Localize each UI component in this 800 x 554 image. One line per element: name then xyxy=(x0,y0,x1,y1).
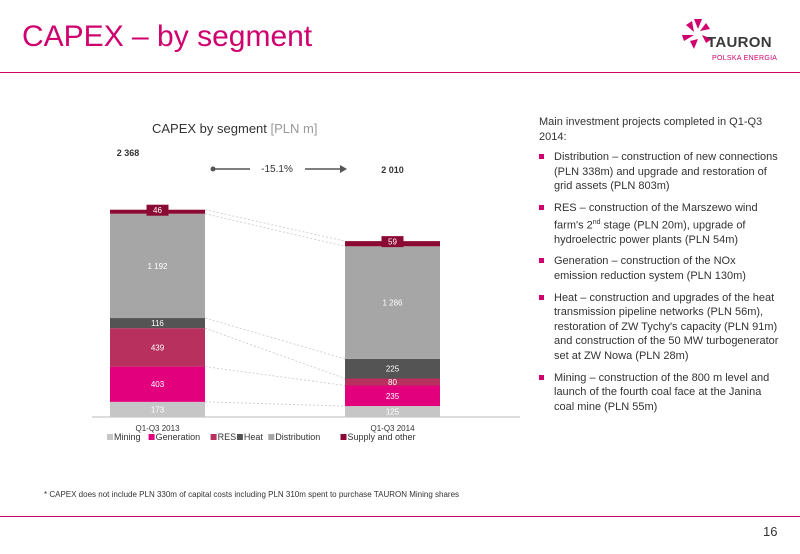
legend-swatch xyxy=(148,434,155,440)
tauron-logo xyxy=(682,19,712,49)
tauron-logo-icon xyxy=(682,19,712,49)
total-label: 2 368 xyxy=(117,148,140,158)
logo-tagline: POLSKA ENERGIA xyxy=(712,55,778,62)
page-number: 16 xyxy=(763,524,778,539)
notes-item-text: RES – construction of the Marszewo wind … xyxy=(554,201,758,232)
bar-segment xyxy=(345,406,440,417)
legend-swatch xyxy=(210,434,217,440)
notes-item: RES – construction of the Marszewo wind … xyxy=(539,201,781,247)
legend-label: Mining xyxy=(114,432,141,442)
notes-item-text: Generation – construction of the NOx emi… xyxy=(554,255,746,282)
notes-item-text: Mining – construction of the 800 m level… xyxy=(554,371,770,413)
bullet-icon xyxy=(539,258,544,264)
legend-swatch xyxy=(268,434,275,440)
data-label: 1 286 xyxy=(382,299,403,308)
title-divider xyxy=(0,72,800,73)
notes-item: Generation – construction of the NOx emi… xyxy=(539,254,781,283)
data-label: 439 xyxy=(151,343,165,352)
total-label: 2 010 xyxy=(381,165,404,175)
notes-list: Distribution – construction of new conne… xyxy=(539,150,781,414)
bar-segment xyxy=(110,318,205,329)
data-label: 125 xyxy=(386,408,400,417)
legend-swatch xyxy=(107,434,113,440)
notes-item-superscript: nd xyxy=(592,218,601,226)
connector-line xyxy=(204,209,346,242)
bullet-icon xyxy=(539,294,544,300)
data-label: 59 xyxy=(388,238,397,247)
footer-divider xyxy=(0,516,800,517)
legend-swatch xyxy=(236,434,243,440)
investment-notes: Main investment projects completed in Q1… xyxy=(539,115,781,421)
data-label: 1 192 xyxy=(147,262,168,271)
notes-item: Mining – construction of the 800 m level… xyxy=(539,371,781,415)
data-label: 46 xyxy=(153,206,162,215)
legend-label: RES xyxy=(218,432,237,442)
data-label: 235 xyxy=(386,392,400,401)
notes-item: Heat – construction and upgrades of the … xyxy=(539,291,781,364)
page-title: CAPEX – by segment xyxy=(22,20,313,53)
legend-label: Heat xyxy=(244,432,264,442)
category-label: Q1-Q3 2014 xyxy=(370,424,415,433)
bar-segment xyxy=(345,246,440,359)
chart-title: CAPEX by segment [PLN m] xyxy=(152,121,317,136)
change-arrow-head xyxy=(340,165,347,173)
chart-unit: [PLN m] xyxy=(270,121,318,136)
connector-line xyxy=(204,401,346,407)
data-label: 225 xyxy=(386,365,400,374)
notes-item: Distribution – construction of new conne… xyxy=(539,150,781,194)
change-label: -15.1% xyxy=(261,164,293,175)
bar-segment xyxy=(110,328,205,367)
connector-line xyxy=(204,366,346,386)
bar-segment xyxy=(110,366,205,402)
bar-segment xyxy=(345,358,440,379)
capex-chart: 173 403 439 116 1 192 46 Q1-Q3 2013 125 235 80 225… xyxy=(92,148,520,442)
bar-segment xyxy=(345,378,440,386)
legend-swatch xyxy=(340,434,347,440)
bar-segment xyxy=(345,385,440,407)
connector-line xyxy=(204,317,346,360)
bullet-icon xyxy=(539,374,544,380)
data-label-box xyxy=(146,204,169,216)
data-label-box xyxy=(381,236,404,248)
footnote: * CAPEX does not include PLN 330m of cap… xyxy=(44,490,460,499)
category-label: Q1-Q3 2013 xyxy=(135,424,180,433)
notes-heading: Main investment projects completed in Q1… xyxy=(539,116,763,143)
legend-label: Distribution xyxy=(275,432,320,442)
data-label: 403 xyxy=(151,380,165,389)
chart-title-text: CAPEX by segment xyxy=(152,121,267,136)
data-label: 116 xyxy=(151,319,164,328)
bullet-icon xyxy=(539,154,544,160)
connector-line xyxy=(204,327,346,379)
logo-wordmark: TAURON xyxy=(707,34,772,51)
connector-line xyxy=(204,213,346,247)
notes-item-text: Distribution – construction of new conne… xyxy=(554,151,778,193)
notes-item-text: stage (PLN 20m), upgrade of hydroelectri… xyxy=(554,219,746,246)
data-label: 80 xyxy=(388,378,397,387)
bar-segment xyxy=(110,401,205,417)
legend-label: Generation xyxy=(156,432,201,442)
bar-segment xyxy=(110,213,205,319)
notes-item-text: Heat – construction and upgrades of the … xyxy=(554,291,779,362)
legend-label: Supply and other xyxy=(348,432,416,442)
bullet-icon xyxy=(539,204,544,210)
data-label: 173 xyxy=(151,405,165,414)
